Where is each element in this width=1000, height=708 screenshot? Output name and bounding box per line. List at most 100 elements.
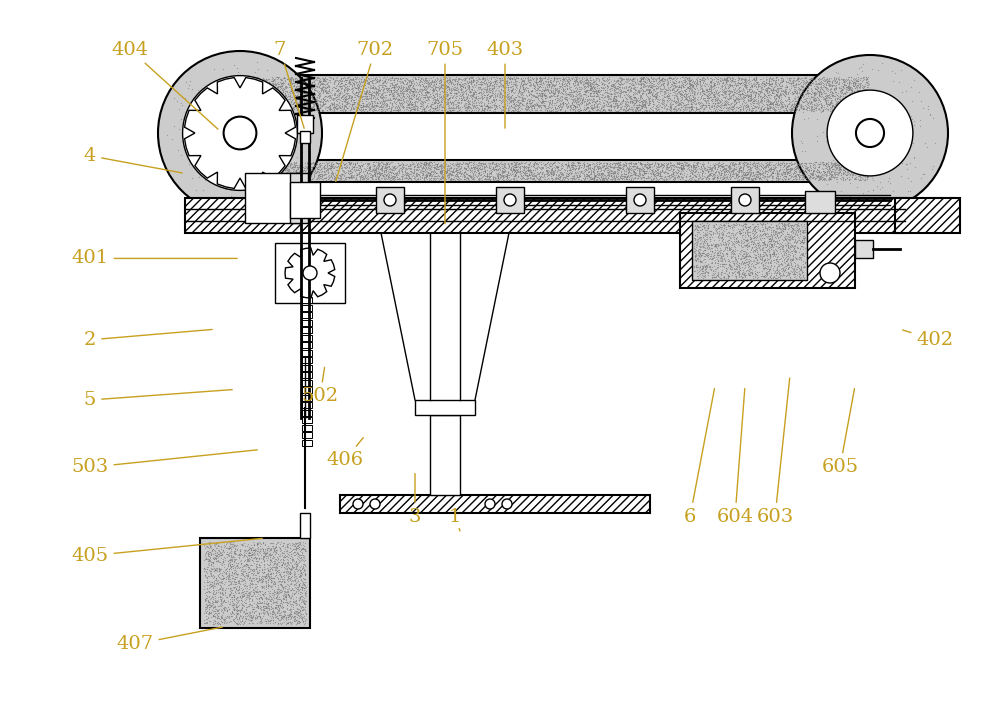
Point	[205, 610, 221, 622]
Point	[236, 94, 252, 105]
Point	[397, 166, 413, 178]
Point	[624, 164, 640, 175]
Point	[521, 79, 537, 91]
Point	[767, 105, 783, 117]
Point	[353, 105, 369, 117]
Point	[396, 96, 412, 108]
Point	[638, 96, 654, 108]
Point	[273, 544, 289, 556]
Point	[278, 588, 294, 600]
Point	[539, 165, 555, 176]
Point	[258, 581, 274, 592]
Point	[707, 266, 723, 277]
Point	[310, 72, 326, 84]
Point	[809, 86, 825, 98]
Point	[236, 596, 252, 607]
Point	[238, 597, 254, 608]
Point	[242, 610, 258, 621]
Point	[705, 80, 721, 91]
Point	[513, 88, 529, 100]
Point	[457, 85, 473, 96]
Point	[762, 263, 778, 275]
Point	[690, 221, 706, 232]
Point	[606, 83, 622, 94]
Point	[798, 88, 814, 100]
Point	[199, 590, 215, 602]
Point	[324, 98, 340, 110]
Point	[823, 157, 839, 169]
Point	[171, 103, 187, 115]
Point	[600, 93, 616, 105]
Point	[457, 78, 473, 89]
Point	[648, 82, 664, 93]
Point	[621, 165, 637, 176]
Point	[254, 159, 270, 171]
Point	[810, 77, 826, 88]
Point	[684, 168, 700, 179]
Point	[763, 224, 779, 236]
Point	[293, 75, 309, 86]
Point	[353, 159, 369, 171]
Point	[718, 76, 734, 87]
Point	[572, 84, 588, 95]
Point	[509, 99, 525, 110]
Point	[790, 161, 806, 172]
Point	[336, 103, 352, 114]
Point	[660, 88, 676, 99]
Point	[795, 103, 811, 115]
Point	[727, 248, 743, 259]
Point	[875, 134, 891, 145]
Point	[305, 165, 321, 176]
Point	[207, 552, 223, 564]
Point	[658, 84, 674, 95]
Point	[809, 114, 825, 125]
Point	[788, 162, 804, 173]
Point	[688, 79, 704, 91]
Point	[679, 77, 695, 88]
Point	[389, 105, 405, 116]
Point	[768, 227, 784, 238]
Point	[393, 90, 409, 101]
Point	[773, 90, 789, 101]
Point	[211, 544, 227, 555]
Point	[645, 105, 661, 116]
Point	[382, 105, 398, 116]
Point	[428, 167, 444, 178]
Point	[779, 101, 795, 112]
Point	[835, 164, 851, 176]
Point	[635, 81, 651, 92]
Point	[544, 162, 560, 173]
Point	[619, 85, 635, 96]
Point	[481, 161, 497, 173]
Point	[594, 173, 610, 185]
Point	[722, 263, 738, 274]
Point	[694, 173, 710, 185]
Point	[279, 544, 295, 555]
Point	[277, 583, 293, 594]
Point	[707, 163, 723, 174]
Point	[536, 84, 552, 96]
Point	[423, 99, 439, 110]
Point	[354, 159, 370, 171]
Point	[415, 161, 431, 173]
Point	[637, 98, 653, 109]
Point	[812, 158, 828, 169]
Point	[376, 100, 392, 111]
Point	[292, 611, 308, 622]
Point	[523, 166, 539, 177]
Point	[676, 72, 692, 84]
Point	[281, 570, 297, 581]
Point	[326, 104, 342, 115]
Point	[798, 72, 814, 83]
Point	[846, 92, 862, 103]
Point	[521, 164, 537, 176]
Point	[500, 83, 516, 94]
Point	[531, 85, 547, 96]
Point	[809, 163, 825, 174]
Point	[844, 103, 860, 115]
Point	[384, 82, 400, 93]
Point	[652, 76, 668, 88]
Point	[623, 169, 639, 181]
Point	[767, 266, 783, 277]
Point	[485, 161, 501, 172]
